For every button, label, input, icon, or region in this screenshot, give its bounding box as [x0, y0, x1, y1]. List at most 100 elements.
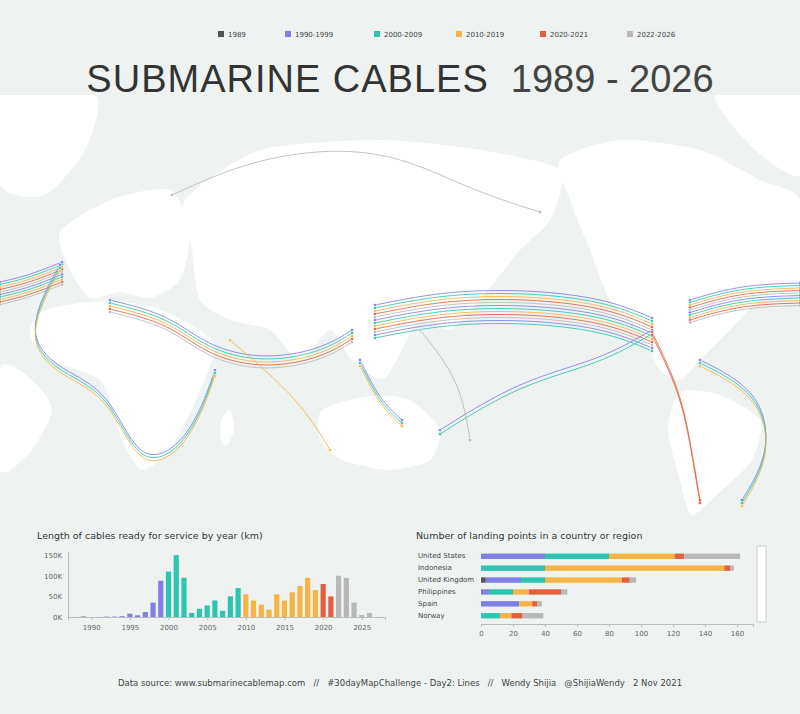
bar-segment: [489, 589, 513, 594]
cable: [652, 335, 700, 503]
cable: [440, 334, 652, 434]
landing-point: [400, 421, 403, 424]
bar-segment: [481, 565, 545, 570]
bar: [212, 601, 217, 618]
bar: [359, 615, 364, 617]
title: SUBMARINE CABLES 1989 - 2026: [86, 58, 713, 100]
landing-point: [373, 321, 376, 324]
axis-line: [69, 618, 386, 621]
tick-label: 1990: [83, 624, 101, 632]
tick: 0: [479, 624, 483, 638]
bar-segment: [481, 601, 519, 606]
tick: 160: [731, 624, 744, 638]
tick-label: 150K: [44, 552, 62, 560]
legend-swatch: [374, 31, 380, 37]
bar: [166, 572, 171, 617]
landing-point: [108, 307, 111, 310]
land: [59, 189, 190, 298]
tick-mark: [91, 617, 92, 620]
bar: [81, 616, 86, 617]
x-axis: 19901995200020052010201520202025: [69, 617, 386, 632]
bar: [351, 603, 356, 617]
tick-mark: [673, 624, 674, 627]
bar: [321, 584, 326, 617]
legend-swatch: [456, 31, 462, 37]
tick-mark: [246, 617, 247, 620]
landing-point: [373, 330, 376, 333]
tick-mark: [641, 624, 642, 627]
legend-swatch: [285, 31, 291, 37]
tick-mark: [609, 624, 610, 627]
bar: [220, 611, 225, 617]
cable: [110, 303, 352, 359]
bar: [181, 578, 186, 617]
bar: [259, 605, 264, 617]
cable: [230, 340, 330, 450]
landing-point: [58, 269, 61, 272]
bar-segment: [537, 601, 542, 606]
bar: [290, 592, 295, 617]
landing-point: [438, 428, 441, 431]
tick-label: 60: [573, 630, 582, 638]
landing-point: [373, 333, 376, 336]
landing-point: [740, 504, 743, 507]
bar: [251, 601, 256, 618]
landing-point: [170, 193, 173, 196]
tick: Norway: [418, 612, 481, 620]
landing-point: [213, 374, 216, 377]
bar: [143, 612, 148, 617]
cable: [375, 321, 652, 348]
legend-label: 2022-2026: [637, 31, 676, 39]
title-main: SUBMARINE CABLES: [86, 58, 488, 100]
landing-point: [650, 330, 653, 333]
tick-label: 0K: [53, 614, 62, 622]
landing-point: [373, 306, 376, 309]
landing-point: [650, 343, 653, 346]
bar-segment: [481, 589, 489, 594]
bar: [235, 588, 240, 617]
bar-segment: [724, 565, 730, 570]
bar: [197, 609, 202, 617]
category-label: Norway: [418, 612, 445, 620]
cable: [375, 291, 652, 318]
bar-segment: [523, 613, 544, 618]
landing-point: [108, 298, 111, 301]
land: [182, 140, 562, 379]
bar-segment: [500, 613, 511, 618]
cable: [0, 282, 62, 302]
landing-point: [373, 312, 376, 315]
landing-point: [350, 328, 353, 331]
tick: 2010: [237, 617, 255, 632]
x-axis: 020406080100120140160: [479, 624, 753, 638]
tick-label: 2000: [160, 624, 178, 632]
cable: [375, 324, 652, 351]
cable: [35, 265, 215, 455]
landing-point: [108, 310, 111, 313]
category-label: United States: [418, 552, 466, 560]
cable: [375, 312, 652, 339]
tick-label: 2005: [199, 624, 217, 632]
chart-title: Number of landing points in a country or…: [416, 530, 642, 541]
bar-segment: [513, 589, 529, 594]
bar-segment: [529, 589, 561, 594]
bar: [150, 603, 155, 617]
landing-point: [698, 358, 701, 361]
landing-point: [108, 301, 111, 304]
legend: 19891990-19992000-20092010-20192020-2021…: [218, 31, 676, 39]
tick: 50K: [49, 593, 69, 601]
cable: [110, 312, 352, 368]
bar-segment: [519, 601, 532, 606]
bar-segment: [609, 554, 675, 559]
axis-line: [482, 625, 754, 628]
bar: [274, 594, 279, 617]
bar-segment: [622, 577, 630, 582]
chart-title: Length of cables ready for service by ye…: [37, 530, 263, 541]
tick-mark: [577, 624, 578, 627]
cable: [375, 309, 652, 336]
title-years: 1989 - 2026: [511, 58, 714, 100]
tick-mark: [481, 624, 482, 627]
landing-point: [58, 266, 61, 269]
bar: [120, 616, 125, 617]
cable: [110, 306, 352, 362]
bar-segment: [511, 613, 522, 618]
